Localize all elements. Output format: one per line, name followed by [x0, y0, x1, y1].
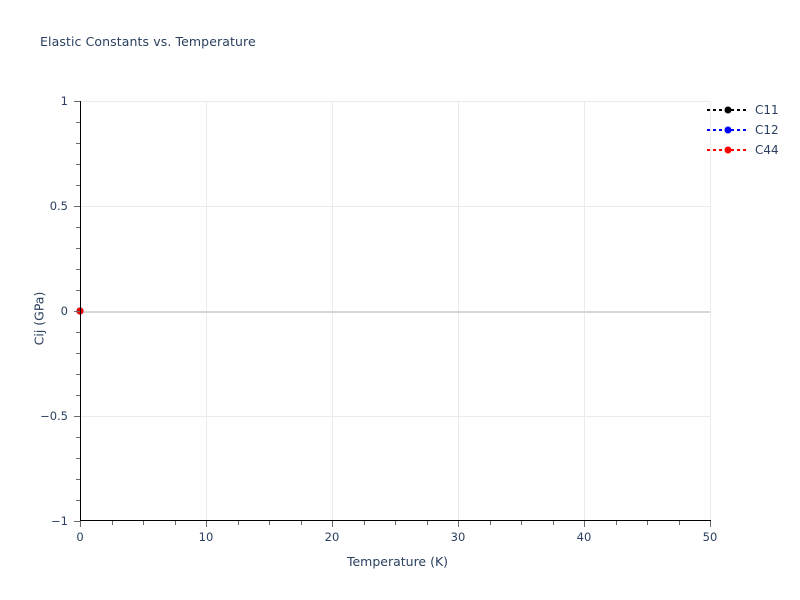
legend-item-c12[interactable]: C12 [706, 120, 798, 140]
y-tick-minor [76, 395, 80, 397]
y-tick-minor [76, 122, 80, 124]
legend-circle-marker-icon [724, 126, 732, 134]
y-tick-minor [76, 290, 80, 292]
legend-item-c11[interactable]: C11 [706, 100, 798, 120]
y-tick-major [74, 311, 80, 313]
x-tick-label: 20 [324, 530, 340, 544]
y-tick-minor [76, 374, 80, 376]
y-tick-major [74, 206, 80, 208]
y-tick-minor [76, 437, 80, 439]
chart-legend: C11 C12 C44 [706, 100, 798, 160]
plot-area [76, 101, 711, 521]
y-tick-label: 0 [60, 304, 68, 318]
legend-circle-marker-icon [724, 106, 732, 114]
y-tick-minor [76, 248, 80, 250]
legend-item-c44[interactable]: C44 [706, 140, 798, 160]
y-tick-label: −1 [51, 514, 68, 528]
x-tick-minor [678, 521, 680, 525]
y-tick-minor [76, 479, 80, 481]
x-tick-major [584, 521, 586, 527]
x-tick-minor [615, 521, 617, 525]
y-tick-minor [76, 332, 80, 334]
x-tick-major [710, 521, 712, 527]
x-tick-minor [363, 521, 365, 525]
y-tick-minor [76, 458, 80, 460]
y-tick-minor [76, 164, 80, 166]
y-tick-minor [76, 185, 80, 187]
x-tick-label: 10 [198, 530, 214, 544]
y-tick-major [74, 521, 80, 523]
x-tick-minor [174, 521, 176, 525]
x-tick-minor [143, 521, 145, 525]
x-tick-label: 0 [76, 530, 84, 544]
legend-label: C44 [755, 143, 779, 157]
x-tick-minor [552, 521, 554, 525]
x-tick-label: 50 [702, 530, 718, 544]
x-tick-minor [489, 521, 491, 525]
x-tick-minor [237, 521, 239, 525]
y-tick-minor [76, 500, 80, 502]
x-tick-major [206, 521, 208, 527]
x-tick-minor [647, 521, 649, 525]
y-tick-minor [76, 269, 80, 271]
y-axis-label: Cij (GPa) [31, 291, 47, 346]
y-axis-spine [80, 101, 82, 521]
gridline-zero [80, 311, 710, 313]
y-tick-major [74, 416, 80, 418]
y-tick-label: 1 [60, 94, 68, 108]
x-tick-major [458, 521, 460, 527]
legend-circle-marker-icon [724, 146, 732, 154]
x-tick-minor [269, 521, 271, 525]
x-axis-label: Temperature (K) [0, 554, 800, 569]
legend-label: C12 [755, 123, 779, 137]
x-axis-spine [80, 520, 711, 522]
legend-label: C11 [755, 103, 779, 117]
gridline-horizontal [80, 206, 710, 207]
gridline-vertical [710, 101, 711, 521]
legend-swatch-c11 [706, 103, 750, 117]
y-tick-major [74, 101, 80, 103]
y-tick-minor [76, 143, 80, 145]
y-tick-label: −0.5 [40, 409, 68, 423]
x-tick-minor [395, 521, 397, 525]
chart-title: Elastic Constants vs. Temperature [40, 34, 256, 49]
legend-swatch-c12 [706, 123, 750, 137]
x-tick-major [332, 521, 334, 527]
gridline-horizontal [80, 416, 710, 417]
x-axis-label-text: Temperature (K) [346, 554, 449, 569]
gridline-horizontal [80, 101, 710, 102]
x-tick-minor [111, 521, 113, 525]
x-tick-label: 40 [576, 530, 592, 544]
legend-swatch-c44 [706, 143, 750, 157]
y-tick-minor [76, 353, 80, 355]
y-tick-label: 0.5 [49, 199, 68, 213]
x-tick-major [80, 521, 82, 527]
x-tick-minor [426, 521, 428, 525]
x-tick-minor [300, 521, 302, 525]
x-tick-minor [521, 521, 523, 525]
y-tick-minor [76, 227, 80, 229]
x-tick-label: 30 [450, 530, 466, 544]
